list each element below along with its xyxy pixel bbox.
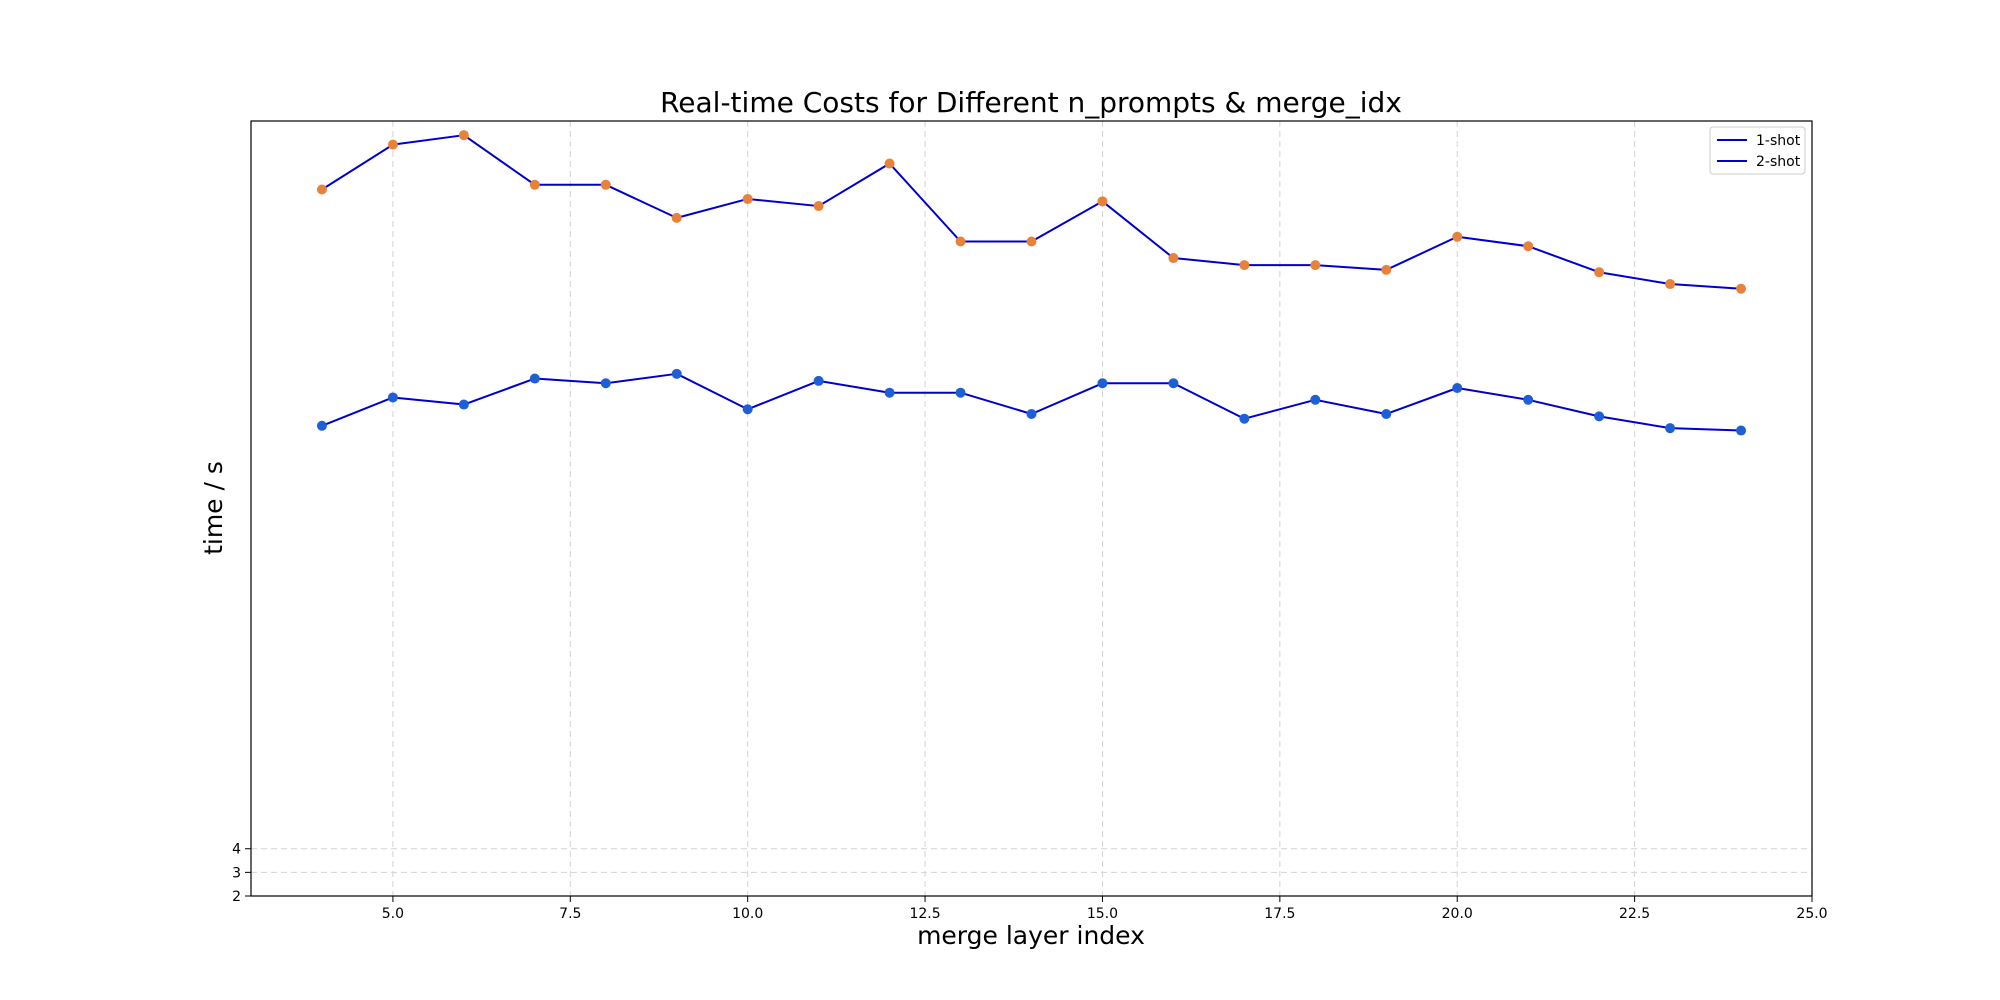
- data-point-1-shot: [1381, 408, 1392, 419]
- data-point-2-shot: [1310, 260, 1321, 271]
- y-tick-label: 2: [232, 889, 241, 905]
- data-point-1-shot: [387, 392, 398, 403]
- data-point-1-shot: [1594, 411, 1605, 422]
- legend-label-1-shot: 1-shot: [1756, 133, 1801, 149]
- data-point-1-shot: [600, 378, 611, 389]
- legend: 1-shot 2-shot: [1709, 126, 1806, 175]
- data-point-1-shot: [1665, 423, 1676, 434]
- y-tick-label: 3: [232, 865, 241, 881]
- x-tick-label: 5.0: [382, 906, 404, 922]
- y-tick-label: 4: [232, 842, 241, 858]
- data-point-1-shot: [742, 404, 753, 415]
- data-point-1-shot: [884, 387, 895, 398]
- data-point-1-shot: [813, 375, 824, 386]
- plot-area-frame: [250, 120, 1813, 897]
- legend-box: [1709, 126, 1806, 175]
- data-point-2-shot: [884, 158, 895, 169]
- data-point-2-shot: [1736, 283, 1747, 294]
- series-layer: [316, 130, 1747, 436]
- data-point-2-shot: [1239, 260, 1250, 271]
- data-point-2-shot: [600, 179, 611, 190]
- grid: [251, 121, 1812, 896]
- data-point-2-shot: [1168, 253, 1179, 264]
- data-point-2-shot: [458, 130, 469, 141]
- data-point-2-shot: [1594, 267, 1605, 278]
- x-tick-label: 17.5: [1264, 906, 1295, 922]
- data-point-2-shot: [671, 212, 682, 223]
- data-point-2-shot: [1026, 236, 1037, 247]
- data-point-1-shot: [1523, 394, 1534, 405]
- data-point-1-shot: [1452, 382, 1463, 393]
- data-point-1-shot: [1736, 425, 1747, 436]
- y-axis-ticks: 2 3 4: [232, 842, 251, 905]
- data-point-1-shot: [955, 387, 966, 398]
- data-point-1-shot: [529, 373, 540, 384]
- data-point-2-shot: [1097, 196, 1108, 207]
- chart-title: Real-time Costs for Different n_prompts …: [660, 86, 1402, 119]
- data-point-2-shot: [316, 184, 327, 195]
- data-point-2-shot: [1523, 241, 1534, 252]
- data-point-2-shot: [813, 201, 824, 212]
- x-axis-label: merge layer index: [917, 921, 1145, 950]
- data-point-2-shot: [1665, 279, 1676, 290]
- data-point-2-shot: [1381, 264, 1392, 275]
- x-tick-label: 7.5: [559, 906, 581, 922]
- x-tick-label: 20.0: [1442, 906, 1473, 922]
- series-line-2-shot: [321, 134, 1742, 290]
- x-axis-ticks: 5.0 7.5 10.0 12.5 15.0 17.5 20.0 22.5 25.0: [382, 896, 1828, 922]
- x-tick-label: 12.5: [909, 906, 940, 922]
- data-point-1-shot: [458, 399, 469, 410]
- data-point-1-shot: [671, 368, 682, 379]
- x-tick-label: 25.0: [1796, 906, 1827, 922]
- data-point-1-shot: [1310, 394, 1321, 405]
- x-tick-label: 10.0: [732, 906, 763, 922]
- data-point-2-shot: [387, 139, 398, 150]
- data-point-2-shot: [1452, 231, 1463, 242]
- data-point-1-shot: [1026, 408, 1037, 419]
- legend-label-2-shot: 2-shot: [1756, 154, 1801, 170]
- data-point-2-shot: [529, 179, 540, 190]
- x-tick-label: 15.0: [1087, 906, 1118, 922]
- data-point-2-shot: [955, 236, 966, 247]
- data-point-1-shot: [1097, 378, 1108, 389]
- data-point-1-shot: [1239, 413, 1250, 424]
- data-point-1-shot: [316, 420, 327, 431]
- y-axis-label: time / s: [199, 461, 228, 555]
- data-point-1-shot: [1168, 378, 1179, 389]
- x-tick-label: 22.5: [1619, 906, 1650, 922]
- data-point-2-shot: [742, 193, 753, 204]
